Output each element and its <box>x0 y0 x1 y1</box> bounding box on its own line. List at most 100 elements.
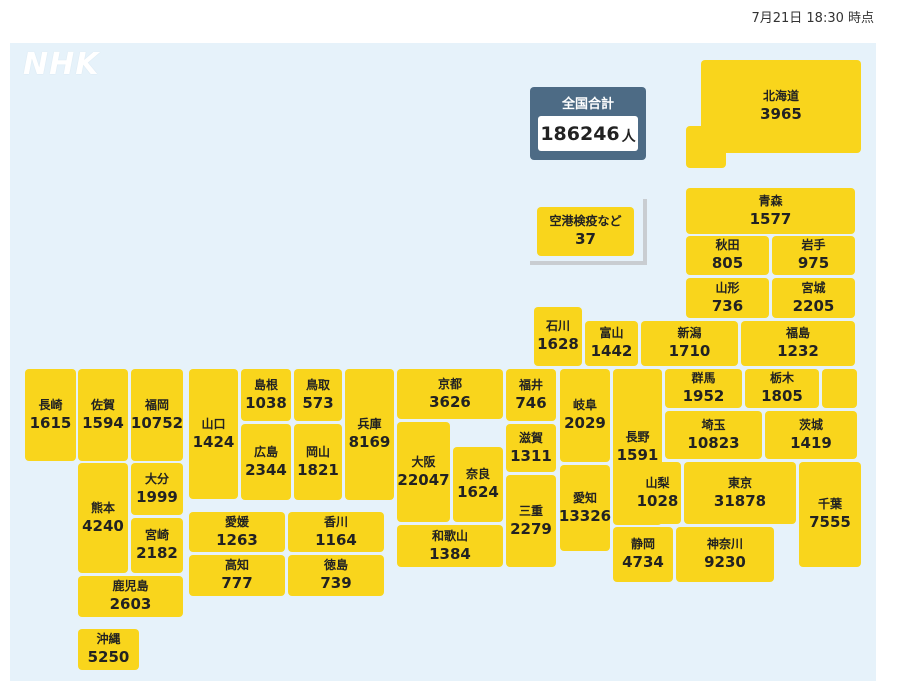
tile-label: 福岡 <box>144 397 169 412</box>
timestamp: 7月21日 18:30 時点 <box>751 11 874 26</box>
tile-shizuoka[interactable]: 静岡 4734 <box>613 527 673 582</box>
airport-panel-border <box>530 199 647 265</box>
tile-saga[interactable]: 佐賀 1594 <box>78 369 128 461</box>
tile-value: 1424 <box>192 432 235 451</box>
tile-value: 805 <box>711 254 744 272</box>
tile-label: 茨城 <box>798 417 823 432</box>
tile-label: 京都 <box>437 376 462 391</box>
tile-value: 10823 <box>687 433 740 452</box>
tile-value: 1615 <box>29 413 72 432</box>
tile-value: 1419 <box>790 433 832 452</box>
tile-yamaguchi[interactable]: 山口 1424 <box>189 369 238 499</box>
tile-label: 青森 <box>758 193 783 208</box>
tile-label: 岡山 <box>305 444 330 459</box>
tile-yamanashi[interactable]: 山梨 1028 <box>634 462 681 524</box>
tile-ehime[interactable]: 愛媛 1263 <box>189 512 285 552</box>
tile-toyama[interactable]: 富山 1442 <box>585 321 638 366</box>
tile-label: 長野 <box>625 429 650 444</box>
tile-value: 1624 <box>457 483 499 501</box>
tile-ishikawa[interactable]: 石川 1628 <box>534 307 582 366</box>
tile-value: 8169 <box>348 433 391 451</box>
tile-miyazaki[interactable]: 宮崎 2182 <box>131 518 183 573</box>
tile-label: 福島 <box>785 326 810 340</box>
tile-chiba[interactable]: 千葉 7555 <box>799 462 861 567</box>
tile-nagasaki[interactable]: 長崎 1615 <box>25 369 76 461</box>
tile-label: 島根 <box>253 377 278 392</box>
tile-label: 新潟 <box>677 326 702 340</box>
tile-tochigi[interactable]: 栃木 1805 <box>745 369 819 408</box>
tile-mie[interactable]: 三重 2279 <box>506 475 556 567</box>
tile-fukuoka[interactable]: 福岡 10752 <box>131 369 183 461</box>
tile-label: 東京 <box>727 475 752 490</box>
tile-label: 佐賀 <box>90 397 115 412</box>
tile-kumamoto[interactable]: 熊本 4240 <box>78 463 128 573</box>
tile-kagoshima[interactable]: 鹿児島 2603 <box>78 576 183 617</box>
tile-label: 山梨 <box>645 475 670 490</box>
tile-value: 1384 <box>429 544 471 563</box>
tile-fukui[interactable]: 福井 746 <box>506 369 556 421</box>
tile-airport[interactable]: 空港検疫など 37 <box>537 207 634 256</box>
tile-gifu[interactable]: 岐阜 2029 <box>560 369 610 462</box>
tile-yamagata[interactable]: 山形 736 <box>686 278 769 318</box>
tile-hyogo[interactable]: 兵庫 8169 <box>345 369 394 500</box>
tile-label: 北海道 <box>762 89 799 103</box>
tile-kyoto[interactable]: 京都 3626 <box>397 369 503 419</box>
tile-value: 9230 <box>704 553 746 571</box>
tile-tokyo[interactable]: 東京 31878 <box>684 462 796 524</box>
japan-tile-map: NHK 全国合計 186246 人 空港検疫など 37 北海道 3965 青森 1… <box>10 43 876 681</box>
tile-label: 滋賀 <box>518 430 543 445</box>
tile-value: 1805 <box>761 387 803 405</box>
national-total-box: 186246 人 <box>538 116 638 151</box>
national-total-value: 186246 <box>540 122 620 145</box>
tile-hiroshima[interactable]: 広島 2344 <box>241 424 291 500</box>
tile-osaka[interactable]: 大阪 22047 <box>397 422 450 522</box>
tile-label: 山口 <box>201 416 226 431</box>
tile-value: 1999 <box>136 487 178 506</box>
tile-value: 3965 <box>760 105 802 123</box>
tile-value: 3626 <box>429 392 471 411</box>
tile-oita[interactable]: 大分 1999 <box>131 463 183 515</box>
tile-kagawa[interactable]: 香川 1164 <box>288 512 384 552</box>
tile-label: 鹿児島 <box>112 579 149 593</box>
tile-label: 兵庫 <box>357 417 382 431</box>
tile-gunma[interactable]: 群馬 1952 <box>665 369 742 408</box>
tile-label: 広島 <box>253 444 278 459</box>
tile-miyagi[interactable]: 宮城 2205 <box>772 278 855 318</box>
tile-iwate[interactable]: 岩手 975 <box>772 236 855 275</box>
tile-fukushima[interactable]: 福島 1232 <box>741 321 855 366</box>
tile-aichi[interactable]: 愛知 13326 <box>559 465 611 551</box>
tile-wakayama[interactable]: 和歌山 1384 <box>397 525 503 567</box>
tile-okinawa[interactable]: 沖縄 5250 <box>78 629 139 670</box>
tile-label: 宮城 <box>801 280 826 295</box>
tile-okayama[interactable]: 岡山 1821 <box>294 424 342 500</box>
tile-label: 愛媛 <box>224 514 249 529</box>
tile-value: 1628 <box>537 335 579 353</box>
tile-value: 1232 <box>777 342 819 360</box>
tile-label: 福井 <box>518 377 543 392</box>
tile-tottori[interactable]: 鳥取 573 <box>294 369 342 421</box>
tile-niigata[interactable]: 新潟 1710 <box>641 321 738 366</box>
tile-value: 10752 <box>130 413 184 432</box>
tile-shiga[interactable]: 滋賀 1311 <box>506 424 556 472</box>
national-total-unit: 人 <box>621 128 636 145</box>
tile-value: 1038 <box>245 393 287 412</box>
tile-nara[interactable]: 奈良 1624 <box>453 447 503 522</box>
tile-kanagawa[interactable]: 神奈川 9230 <box>676 527 774 582</box>
tile-label: 大阪 <box>411 454 436 469</box>
tile-value: 1821 <box>297 460 339 479</box>
tile-label: 空港検疫など <box>549 214 622 228</box>
national-total-label: 全国合計 <box>561 97 614 112</box>
tile-value: 573 <box>302 393 334 412</box>
tile-tokushima[interactable]: 徳島 739 <box>288 555 384 596</box>
tile-saitama[interactable]: 埼玉 10823 <box>665 411 762 459</box>
tile-akita[interactable]: 秋田 805 <box>686 236 769 275</box>
tile-label: 岩手 <box>801 238 826 252</box>
tile-aomori[interactable]: 青森 1577 <box>686 188 855 234</box>
tile-label: 和歌山 <box>431 528 468 543</box>
tile-value: 4734 <box>622 553 664 571</box>
tile-shimane[interactable]: 島根 1038 <box>241 369 291 421</box>
tile-ibaraki[interactable]: 茨城 1419 <box>765 411 857 459</box>
tile-label: 石川 <box>545 319 570 333</box>
tile-hokkaido[interactable]: 北海道 3965 <box>701 60 861 153</box>
tile-kochi[interactable]: 高知 777 <box>189 555 285 596</box>
